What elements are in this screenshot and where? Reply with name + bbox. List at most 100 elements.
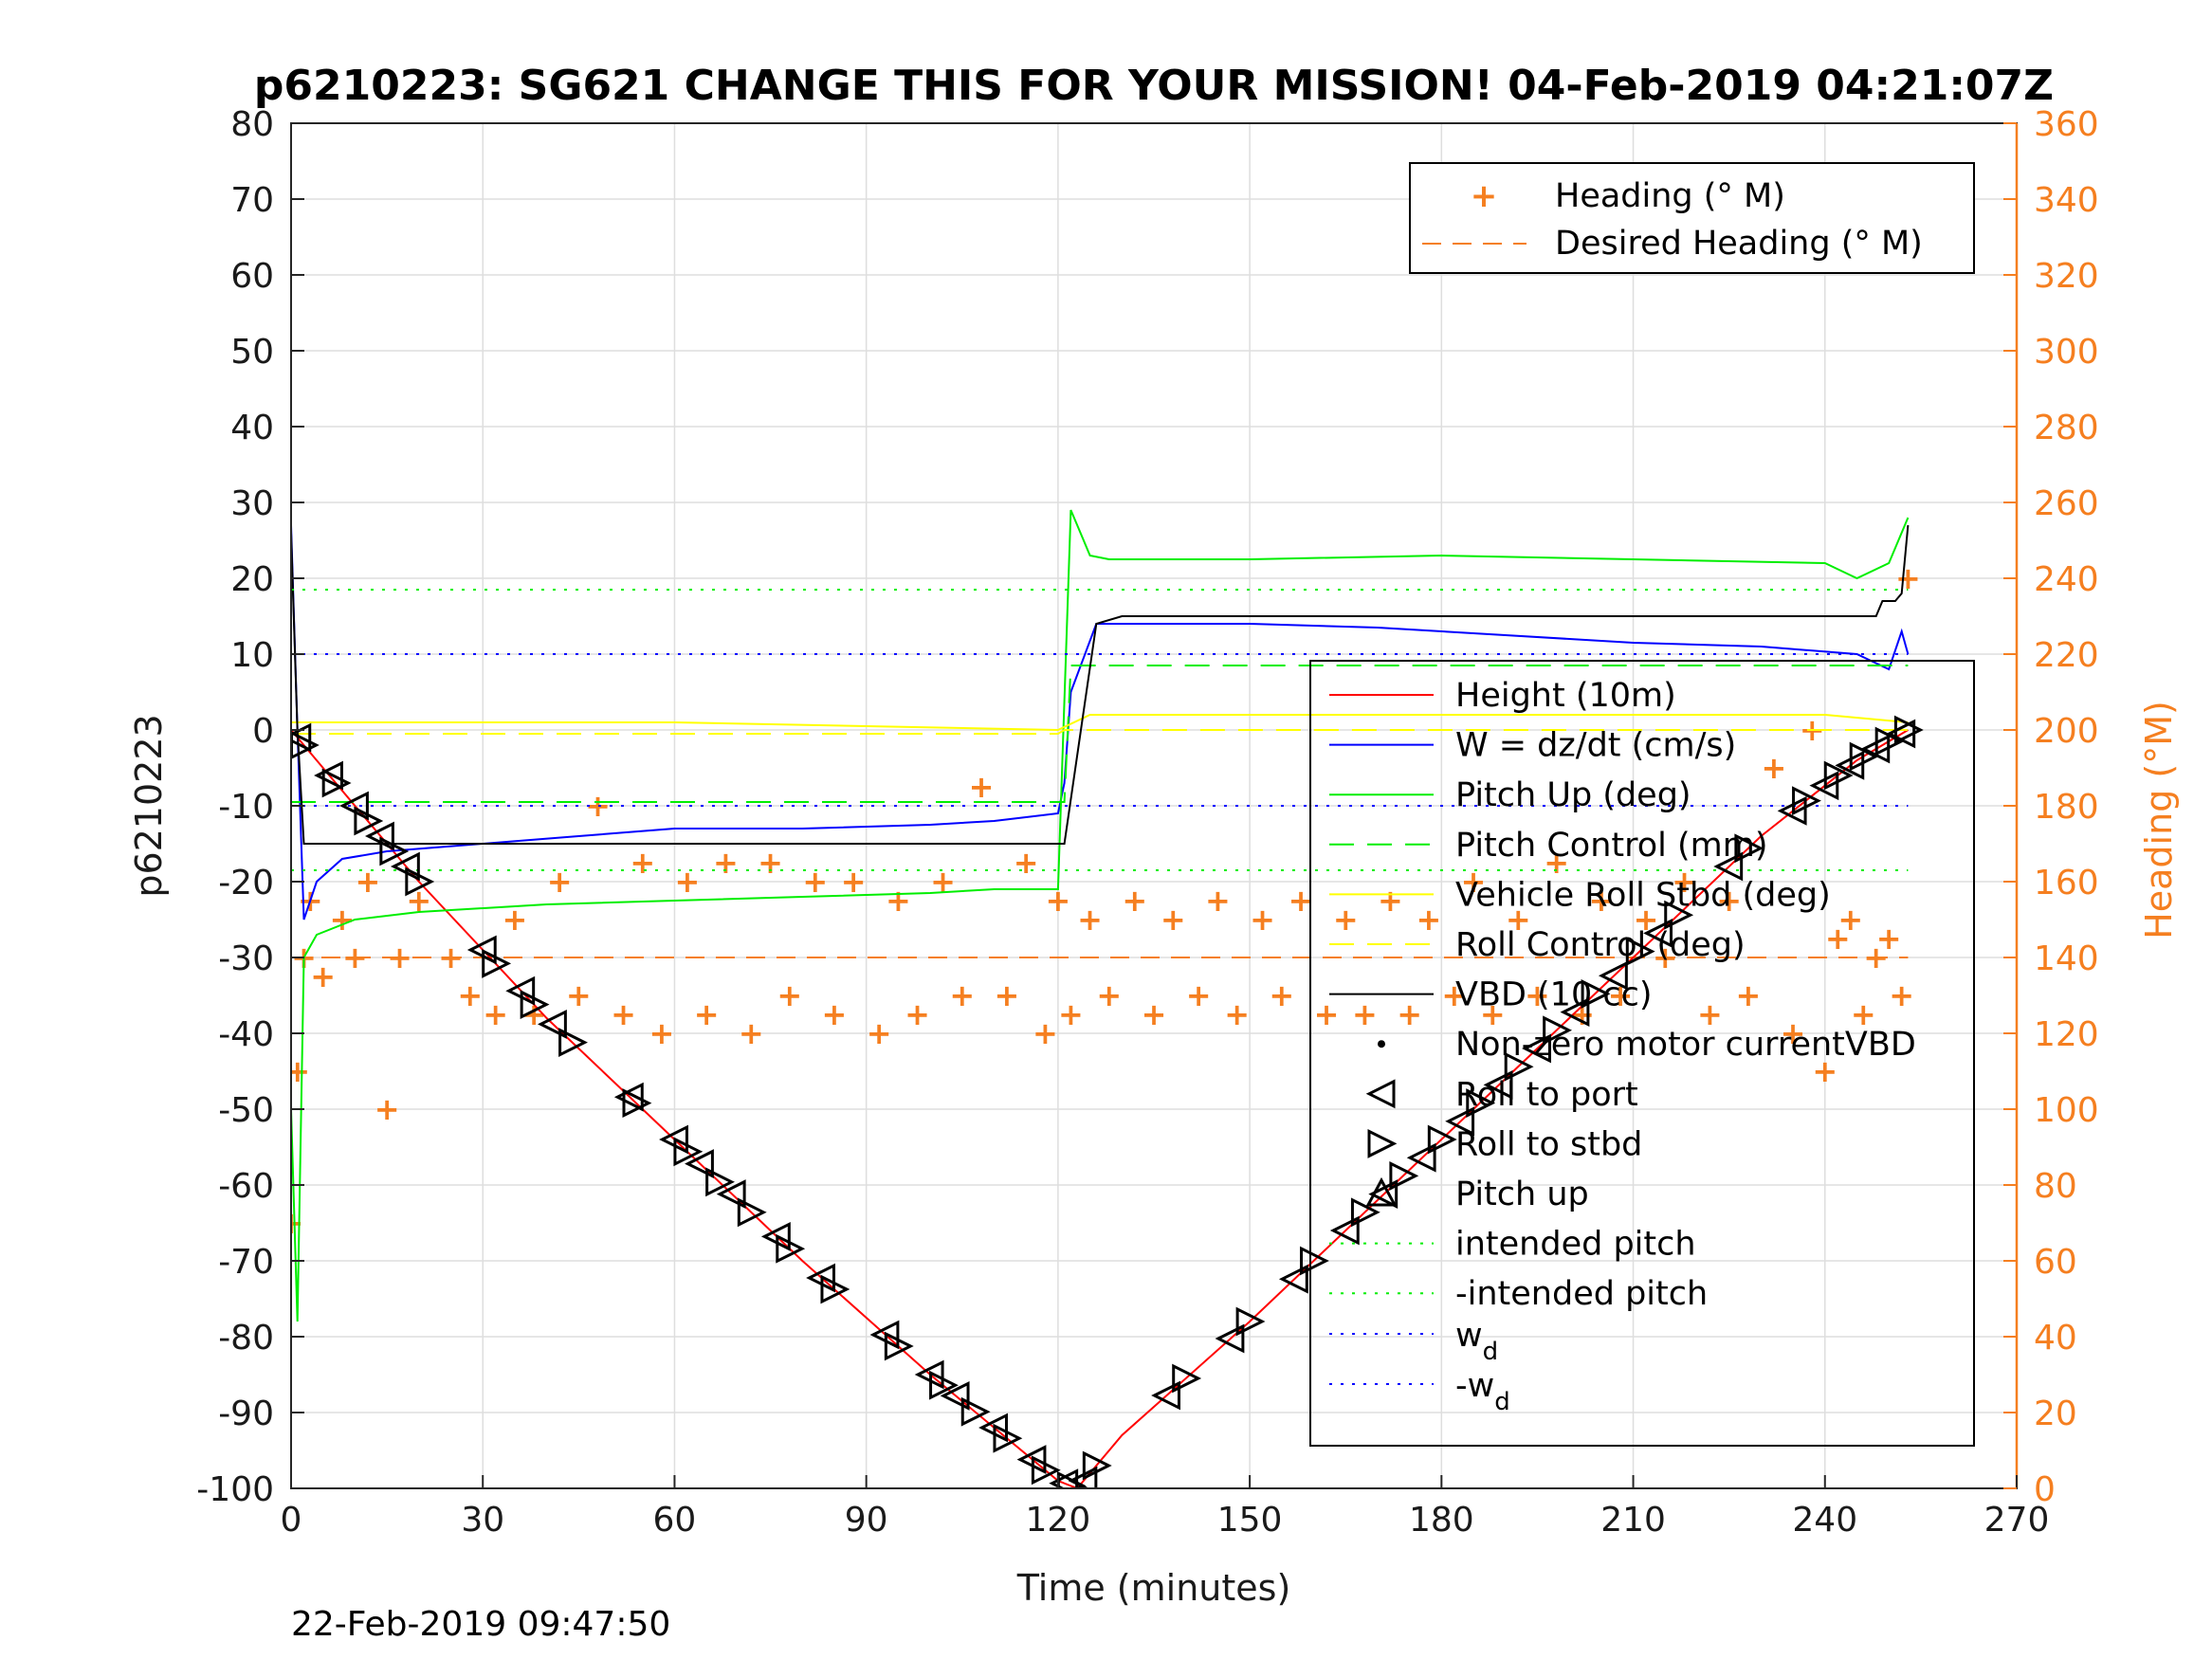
main-legend-box: [1309, 660, 1975, 1447]
x-tick-label: 60: [653, 1501, 697, 1540]
heading-point: +: [1812, 1053, 1837, 1089]
roll-to-port-marker: [613, 1082, 644, 1112]
heading-point: +: [1205, 883, 1231, 919]
heading-legend-entry: Heading (° M): [1555, 177, 1785, 215]
x-tick-label: 90: [845, 1501, 888, 1540]
heading-point: +: [905, 996, 930, 1032]
x-tick-label: 150: [1217, 1501, 1283, 1540]
y-tick-label: 70: [230, 181, 274, 220]
series-line: [291, 665, 1909, 803]
heading-point: +: [930, 864, 956, 900]
heading-point: +: [1851, 996, 1876, 1032]
heading-point: +: [1058, 996, 1084, 1032]
legend-dot-sample: [1378, 1040, 1385, 1048]
heading-point: +: [630, 845, 655, 881]
heading-point: +: [1506, 902, 1531, 938]
y2-tick-label: 340: [2034, 181, 2099, 220]
y2-tick-label: 360: [2034, 105, 2099, 144]
roll-to-stbd-marker: [1300, 1246, 1329, 1276]
roll-to-stbd-marker: [1849, 741, 1879, 772]
series-layer: ++++++++++++++++++++++++++++++++++++++++…: [291, 509, 1924, 1488]
heading-point: +: [1269, 977, 1294, 1013]
roll-to-stbd-marker: [1543, 1015, 1573, 1046]
roll-to-stbd-marker: [737, 1197, 767, 1228]
heading-point: +: [969, 769, 995, 805]
y-tick-label: 30: [230, 484, 274, 523]
roll-to-stbd-marker: [379, 836, 410, 866]
y2-tick-label: 280: [2034, 409, 2099, 447]
roll-to-port-marker: [291, 722, 312, 753]
y2-tick-label: 260: [2034, 484, 2099, 523]
legend-samples: [1329, 694, 1434, 1385]
series-line: [291, 729, 1909, 1488]
y-tick-label: 50: [230, 333, 274, 372]
roll-to-port-marker: [1215, 1323, 1245, 1354]
y2-tick-label: 200: [2034, 712, 2099, 751]
y2-tick-label: 100: [2034, 1091, 2099, 1130]
y2-tick-label: 120: [2034, 1015, 2099, 1054]
legend-entry-label: Pitch Control (mm): [1455, 827, 1767, 865]
legend-roll-port-sample: [1365, 1079, 1396, 1109]
legend-entry-label: Pitch Up (deg): [1455, 776, 1691, 814]
roll-to-stbd-marker: [820, 1274, 850, 1304]
x-tick-label: 120: [1026, 1501, 1091, 1540]
roll-to-stbd-marker: [1427, 1124, 1457, 1155]
heading-point: +: [1863, 939, 1889, 975]
heading-legend: + Heading (° M) Desired Heading (° M): [1409, 162, 1975, 274]
x-tick-label: 180: [1409, 1501, 1474, 1540]
heading-point: +: [1895, 560, 1921, 596]
heading-point: +: [1224, 996, 1250, 1032]
heading-point: +: [1122, 883, 1147, 919]
roll-to-port-marker: [1598, 960, 1628, 991]
roll-to-stbd-marker: [1031, 1455, 1061, 1486]
series-line: [291, 729, 1909, 735]
heading-point: +: [675, 864, 701, 900]
roll-to-stbd-marker: [705, 1167, 735, 1197]
roll-to-stbd-marker: [354, 806, 384, 836]
roll-to-stbd-marker: [1734, 833, 1764, 864]
roll-to-port-marker: [1151, 1380, 1180, 1411]
heading-point: +: [1634, 902, 1659, 938]
roll-to-stbd-marker: [1664, 900, 1694, 930]
heading-point: +: [1608, 977, 1634, 1013]
roll-to-port-marker: [1445, 1106, 1475, 1137]
heading-point: +: [1096, 977, 1122, 1013]
roll-to-port-marker: [1406, 1142, 1436, 1173]
heading-point: +: [611, 996, 636, 1032]
heading-point: +: [566, 977, 592, 1013]
roll-to-stbd-marker: [929, 1370, 959, 1400]
heading-point: +: [438, 939, 464, 975]
heading-point: +: [739, 1015, 764, 1051]
legend-pitch-up-sample: [1365, 1176, 1398, 1207]
roll-to-stbd-marker: [673, 1137, 704, 1167]
heading-point: +: [1735, 977, 1761, 1013]
legend-entry-wd-sub: d: [1483, 1338, 1499, 1366]
heading-point: +: [1716, 883, 1742, 919]
legend-entry-neg-wd: -wd: [1455, 1367, 1510, 1416]
roll-to-port-marker: [1278, 1264, 1308, 1294]
roll-to-stbd-marker: [1350, 1197, 1380, 1228]
heading-point: +: [1378, 883, 1403, 919]
y-tick-label: -90: [218, 1395, 274, 1433]
roll-to-stbd-marker: [622, 1088, 652, 1119]
heading-point: +: [886, 883, 911, 919]
roll-to-stbd-marker: [1504, 1051, 1534, 1082]
heading-point: +: [1480, 996, 1506, 1032]
heading-point: +: [1825, 921, 1851, 957]
y2-tick-label: 320: [2034, 257, 2099, 296]
heading-point: +: [330, 902, 356, 938]
y2-tick-label: 240: [2034, 560, 2099, 599]
heading-point: +: [1397, 996, 1422, 1032]
heading-point: +: [342, 939, 368, 975]
roll-to-stbd-marker: [1625, 937, 1655, 967]
legend-roll-stbd-sample: [1367, 1128, 1398, 1158]
heading-point: +: [1876, 921, 1902, 957]
roll-to-port-marker: [1329, 1215, 1360, 1246]
y-tick-label: 40: [230, 409, 274, 447]
roll-to-stbd-marker: [1466, 1088, 1496, 1119]
roll-to-port-marker: [716, 1179, 746, 1210]
x-axis-label: Time (minutes): [1016, 1567, 1291, 1609]
heading-legend-box: [1409, 162, 1975, 274]
y-tick-label: 10: [230, 636, 274, 675]
